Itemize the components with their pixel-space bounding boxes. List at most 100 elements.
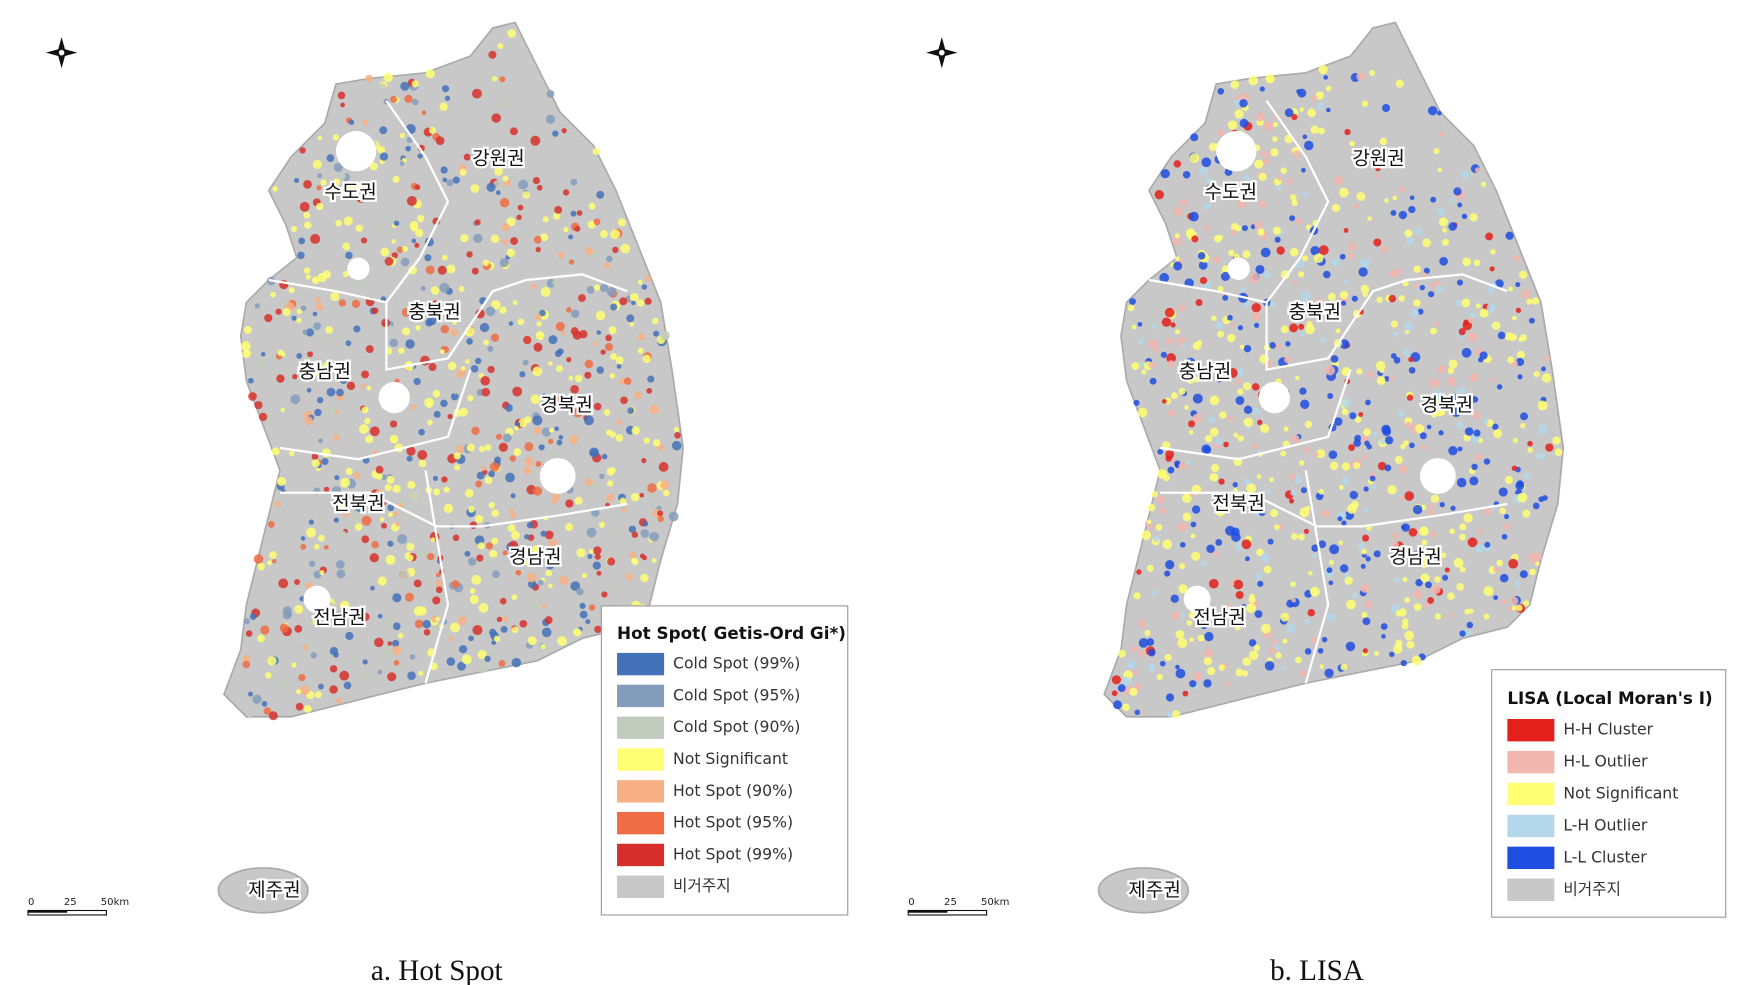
map-cell [485,306,496,317]
map-cell [1241,670,1249,677]
map-cell [1357,542,1364,550]
map-cell [1175,668,1186,679]
map-cell [325,326,334,334]
map-cell [1552,436,1561,445]
map-cell [1362,648,1368,654]
map-cell [510,493,516,499]
map-cell [640,529,650,538]
map-cell [291,225,298,233]
map-cell [1421,539,1428,546]
map-cell [1349,412,1357,420]
map-cell [1461,347,1472,358]
map-cell [606,286,617,297]
map-cell [1246,426,1251,432]
map-cell [272,558,277,564]
map-cell [1500,598,1507,605]
map-cell [1448,393,1459,403]
map-cell [313,322,322,331]
map-cell [304,416,314,426]
map-cell [524,534,530,540]
map-cell [307,351,314,358]
map-cell [1533,371,1540,378]
map-cell [569,434,579,445]
map-cell [1303,192,1309,198]
map-cell [1365,556,1371,562]
map-cell [592,561,601,570]
map-cell [1392,331,1399,338]
map-cell [1346,599,1356,610]
map-cell [511,594,518,601]
map-cell [302,329,308,335]
map-cell [379,152,389,161]
map-cell [610,303,618,311]
map-cell [1495,279,1504,288]
map-cell [311,459,320,468]
map-cell [1248,650,1259,661]
map-cell [1373,238,1382,247]
map-cell [592,147,600,155]
map-cell [441,85,450,93]
map-cell [646,387,653,394]
map-cell [590,252,599,260]
map-cell [385,554,396,565]
map-cell [531,283,537,290]
map-cell [431,300,441,309]
map-cell [391,252,399,259]
map-cell [471,267,479,275]
map-cell [489,550,498,559]
map-cell [495,433,503,440]
map-cell [586,286,595,294]
map-cell [1513,254,1521,262]
map-cell [395,521,400,527]
map-cell [491,300,501,310]
map-cell [1204,225,1211,232]
map-cell [614,583,622,591]
map-cell [652,439,661,447]
map-cell [333,427,339,433]
map-cell [1191,235,1199,243]
map-cell [1251,383,1260,391]
map-cell [1474,453,1483,462]
map-cell [1465,404,1474,412]
map-cell [1137,321,1143,327]
map-cell [1472,411,1480,420]
map-cell [491,537,499,545]
map-cell [254,400,263,410]
legend-swatch [1507,814,1555,838]
map-cell [349,374,357,382]
map-cell [1301,167,1306,173]
map-cell [1189,680,1197,688]
legend-label: Hot Spot (90%) [673,781,793,800]
map-cell [1190,533,1196,539]
map-cell [1327,393,1334,399]
map-cell [1299,507,1310,518]
map-cell [530,135,541,146]
map-cell [1164,307,1175,318]
map-cell [1362,617,1371,626]
map-cell [362,659,368,665]
map-cell [1129,298,1136,305]
map-cell [1267,538,1274,545]
map-cell [1141,369,1147,375]
map-cell [1200,622,1208,630]
map-cell [1321,636,1328,643]
map-cell [1283,426,1289,432]
map-cell [1360,284,1370,294]
map-cell [435,616,440,622]
map-cell [1345,641,1356,652]
map-cell [1290,581,1296,588]
map-cell [520,549,527,556]
map-cell [424,254,432,262]
map-cell [532,486,543,496]
map-cell [1269,301,1276,308]
map-cell [562,189,570,196]
map-cell [345,631,354,640]
map-cell [393,220,400,227]
map-cell [1505,231,1514,240]
map-cell [303,267,311,274]
map-cell [497,43,504,50]
map-cell [620,396,628,405]
map-cell [512,386,523,397]
map-cell [371,540,379,549]
map-cell [596,330,602,335]
